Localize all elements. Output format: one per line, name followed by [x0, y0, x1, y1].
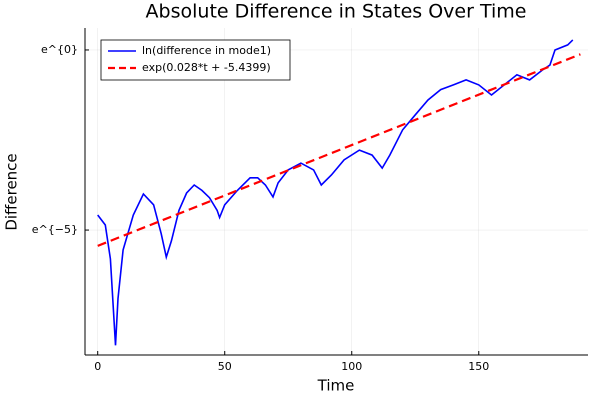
y-tick-label: e^{0}: [41, 43, 78, 56]
x-tick-label: 50: [218, 360, 232, 373]
data-line: [97, 53, 581, 247]
legend-box: [100, 39, 291, 81]
x-axis-label: Time: [317, 377, 355, 395]
x-tick-label: 100: [341, 360, 362, 373]
data-line: [97, 39, 574, 346]
x-tick-label: 0: [94, 360, 101, 373]
legend-label: exp(0.028*t + -5.4399): [142, 61, 271, 74]
chart-title: Absolute Difference in States Over Time: [146, 1, 527, 23]
y-axis-label: Difference: [3, 153, 21, 230]
y-tick-label: e^{−5}: [32, 223, 78, 236]
x-tick-label: 150: [468, 360, 489, 373]
legend-label: ln(difference in mode1): [142, 44, 271, 57]
